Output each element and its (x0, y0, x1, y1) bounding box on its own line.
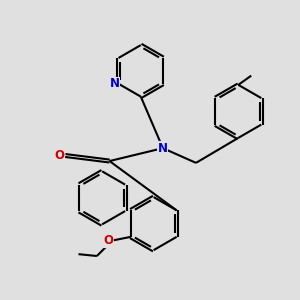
Text: N: N (110, 77, 120, 90)
Text: O: O (103, 234, 113, 247)
Text: N: N (158, 142, 168, 155)
Text: O: O (55, 149, 65, 162)
